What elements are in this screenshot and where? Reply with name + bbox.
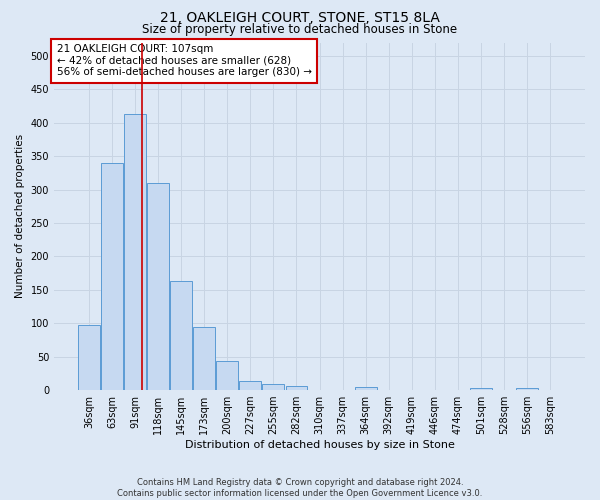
Bar <box>516 388 538 390</box>
Bar <box>170 281 192 390</box>
Bar <box>78 325 100 390</box>
X-axis label: Distribution of detached houses by size in Stone: Distribution of detached houses by size … <box>185 440 454 450</box>
Bar <box>124 114 146 390</box>
Text: Size of property relative to detached houses in Stone: Size of property relative to detached ho… <box>142 22 458 36</box>
Text: Contains HM Land Registry data © Crown copyright and database right 2024.
Contai: Contains HM Land Registry data © Crown c… <box>118 478 482 498</box>
Bar <box>470 388 492 390</box>
Bar <box>193 328 215 390</box>
Bar <box>286 386 307 390</box>
Bar <box>217 360 238 390</box>
Bar <box>355 386 377 390</box>
Bar <box>101 163 123 390</box>
Text: 21 OAKLEIGH COURT: 107sqm
← 42% of detached houses are smaller (628)
56% of semi: 21 OAKLEIGH COURT: 107sqm ← 42% of detac… <box>56 44 311 78</box>
Text: 21, OAKLEIGH COURT, STONE, ST15 8LA: 21, OAKLEIGH COURT, STONE, ST15 8LA <box>160 11 440 25</box>
Bar <box>262 384 284 390</box>
Y-axis label: Number of detached properties: Number of detached properties <box>15 134 25 298</box>
Bar <box>147 183 169 390</box>
Bar <box>239 382 262 390</box>
